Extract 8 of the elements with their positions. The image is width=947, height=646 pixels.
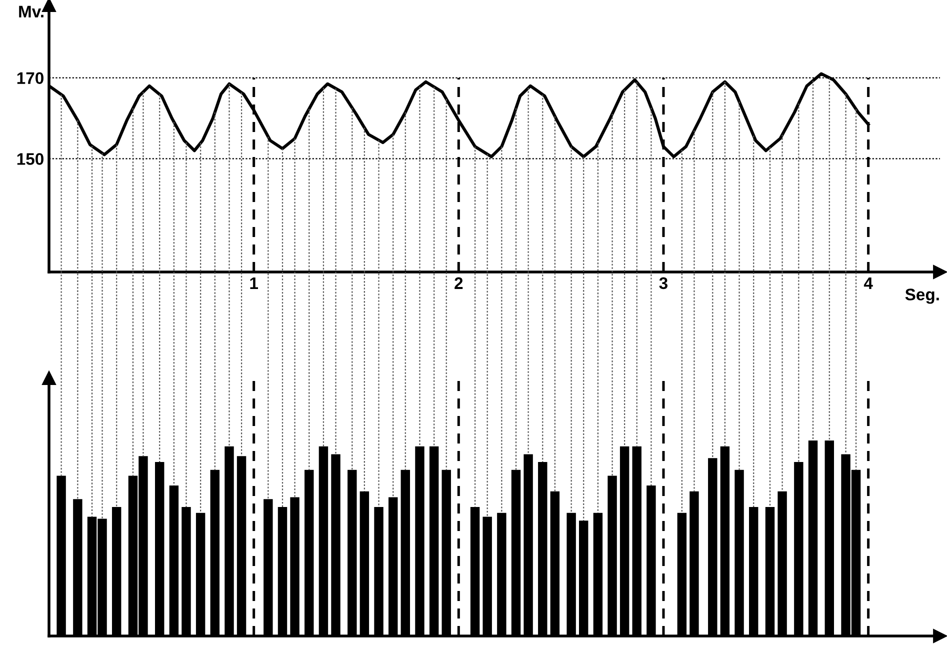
x-tick-label: 2 xyxy=(454,277,463,289)
x-axis-title: Seg. xyxy=(905,288,939,304)
y-axis-title: Mv. xyxy=(19,6,44,18)
x-tick-label: 1 xyxy=(250,277,258,289)
y-tick-label: 170 xyxy=(17,72,44,84)
x-tick-label: 3 xyxy=(659,277,668,290)
y-tick-label: 150 xyxy=(17,153,44,165)
x-tick-label: 4 xyxy=(864,277,873,289)
